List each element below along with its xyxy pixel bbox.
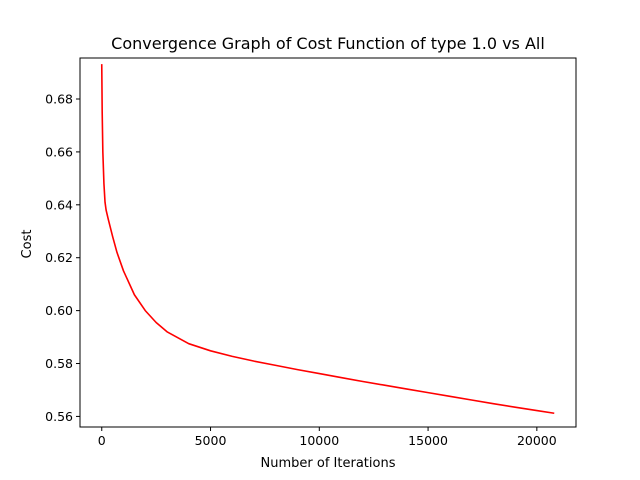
y-tick-label: 0.68 (45, 92, 73, 107)
plot-area (100, 64, 555, 415)
x-tick-label: 20000 (517, 433, 557, 448)
axes: 0 5000 10000 15000 20000 0.56 0.58 0.60 0.62 0.64… (45, 57, 577, 448)
x-tick-label: 15000 (408, 433, 448, 448)
y-axis-label: Cost (20, 230, 35, 259)
x-tick-label: 0 (98, 433, 106, 448)
y-tick-label: 0.60 (45, 303, 73, 318)
x-tick-label: 10000 (299, 433, 339, 448)
axes-frame (79, 57, 577, 428)
series-line-0 (100, 64, 555, 415)
y-tick-label: 0.66 (45, 144, 73, 159)
x-tick-label: 5000 (195, 433, 227, 448)
x-axis-label: Number of Iterations (261, 456, 396, 471)
y-tick-label: 0.56 (45, 409, 73, 424)
y-tick-label: 0.64 (45, 197, 73, 212)
y-tick-label: 0.58 (45, 356, 73, 371)
y-tick-label: 0.62 (45, 250, 73, 265)
chart-title: Convergence Graph of Cost Function of ty… (111, 34, 545, 53)
